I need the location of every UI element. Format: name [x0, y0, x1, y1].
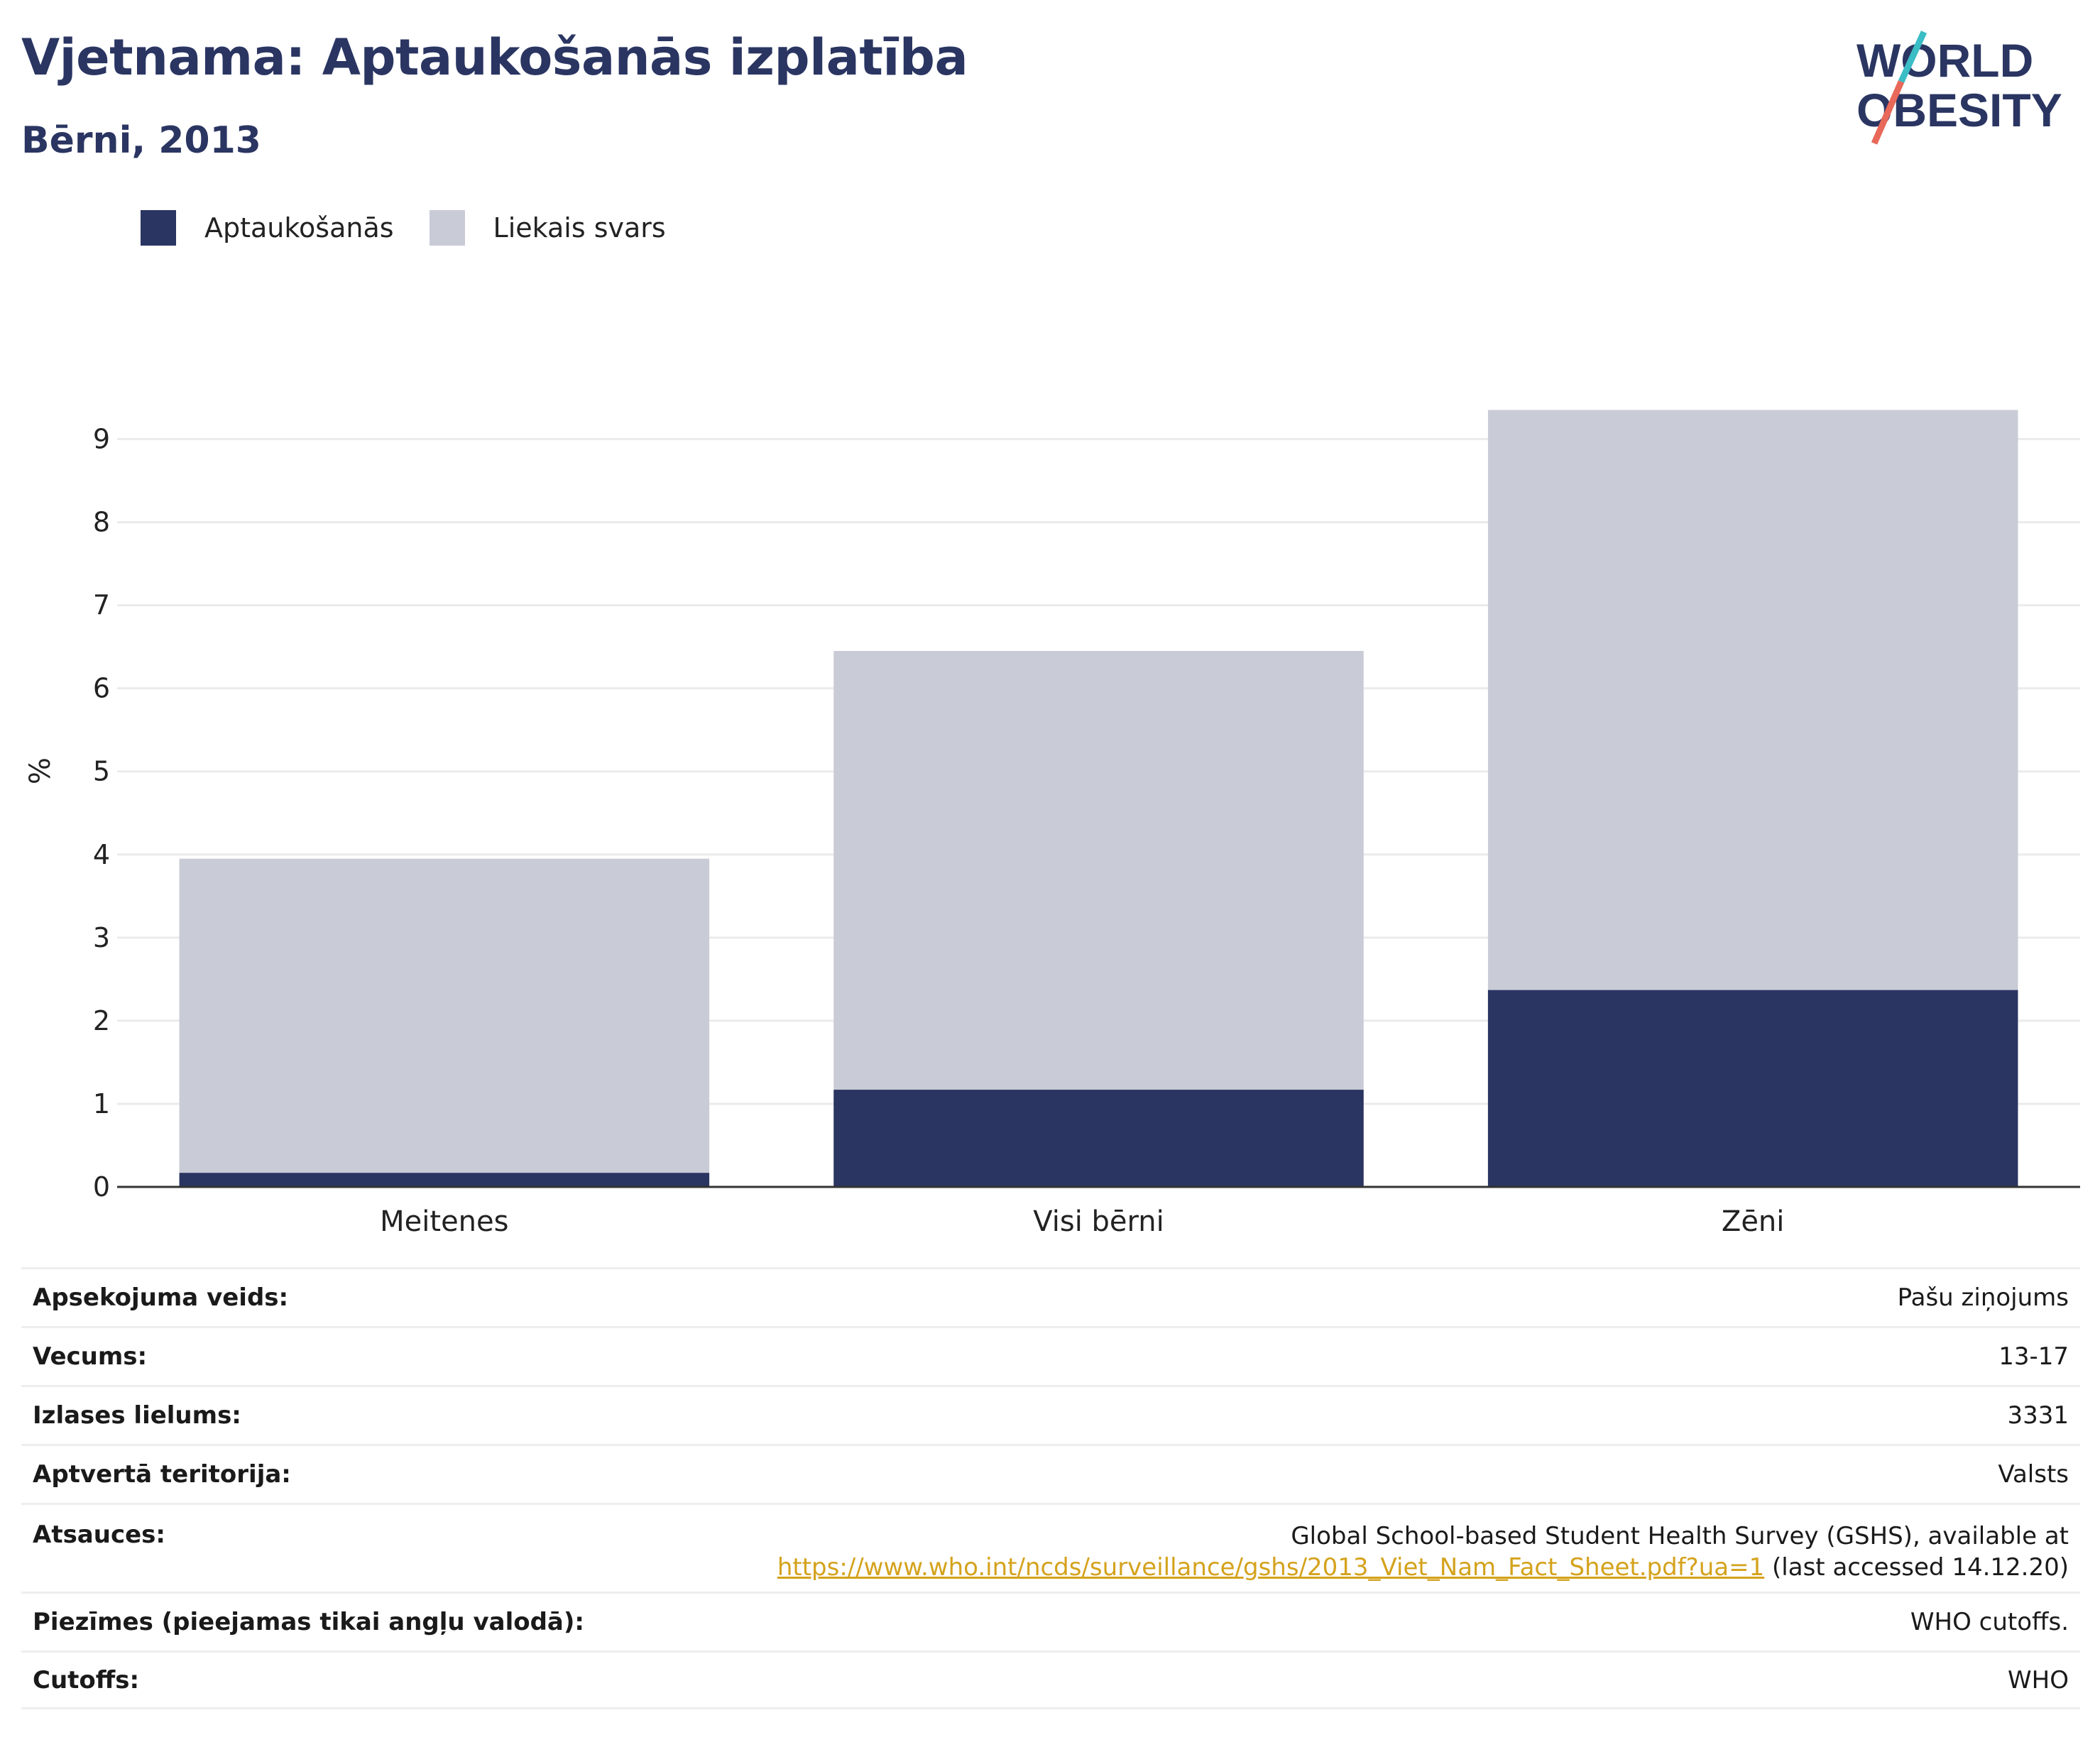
info-row-cutoffs: Cutoffs: WHO [21, 1650, 2080, 1709]
area-value: Valsts [1998, 1460, 2069, 1489]
bar-overweight [833, 651, 1364, 1090]
y-tick-label: 1 [93, 1088, 110, 1119]
y-tick-label: 7 [93, 590, 110, 621]
legend-label-obesity: Aptaukošanās [204, 212, 394, 243]
references-suffix: (last accessed 14.12.20) [1764, 1553, 2069, 1582]
age-value: 13-17 [1998, 1342, 2069, 1371]
y-tick-label: 9 [93, 424, 110, 455]
stacked-bar-chart: 0 1 2 3 4 5 6 7 8 9% Meitenes Visi bērni Zēni [24, 410, 2080, 1238]
references-text: Global School-based Student Health Surve… [1291, 1522, 2069, 1550]
survey-type-label: Apsekojuma veids: [33, 1283, 289, 1312]
chart-legend: Aptaukošanās Liekais svars [141, 210, 701, 246]
x-tick-label: Visi bērni [1033, 1205, 1164, 1238]
notes-label: Piezīmes (pieejamas tikai angļu valodā): [33, 1608, 585, 1636]
info-row-references: Atsauces: Global School-based Student He… [21, 1503, 2080, 1592]
y-tick-label: 2 [93, 1005, 110, 1036]
legend-swatch-obesity [141, 210, 176, 246]
cutoffs-value: WHO [2008, 1665, 2069, 1694]
y-tick-label: 8 [93, 507, 110, 538]
bar-overweight [179, 858, 710, 1173]
legend-item-overweight[interactable]: Liekais svars [429, 210, 666, 246]
info-row-sample-size: Izlases lielums: 3331 [21, 1385, 2080, 1444]
area-label: Aptvertā teritorija: [33, 1460, 291, 1489]
legend-swatch-overweight [429, 210, 465, 246]
x-tick-label: Zēni [1722, 1205, 1784, 1238]
info-table: Apsekojuma veids: Pašu ziņojums Vecums: … [21, 1267, 2080, 1709]
info-row-age: Vecums: 13-17 [21, 1326, 2080, 1385]
sample-size-label: Izlases lielums: [33, 1401, 241, 1430]
references-link[interactable]: https://www.who.int/ncds/surveillance/gs… [777, 1553, 1765, 1582]
chart-subtitle: Bērni, 2013 [21, 119, 261, 162]
bar-obesity [179, 1173, 710, 1187]
references-label: Atsauces: [33, 1521, 165, 1549]
chart-title: Vjetnama: Aptaukošanās izplatība [21, 28, 968, 87]
references-value: Global School-based Student Health Surve… [777, 1521, 2069, 1583]
legend-item-obesity[interactable]: Aptaukošanās [141, 210, 394, 246]
sample-size-value: 3331 [2007, 1401, 2069, 1430]
world-obesity-logo: WORLD OBESITY [1856, 31, 2062, 145]
info-row-area: Aptvertā teritorija: Valsts [21, 1444, 2080, 1503]
survey-type-value: Pašu ziņojums [1897, 1283, 2069, 1312]
info-row-notes: Piezīmes (pieejamas tikai angļu valodā):… [21, 1592, 2080, 1650]
age-label: Vecums: [33, 1342, 148, 1371]
bar-overweight [1487, 410, 2018, 990]
y-tick-label: 5 [93, 756, 110, 787]
legend-label-overweight: Liekais svars [493, 212, 666, 243]
x-tick-label: Meitenes [380, 1205, 508, 1238]
notes-value: WHO cutoffs. [1910, 1608, 2069, 1636]
y-tick-label: 6 [93, 673, 110, 704]
cutoffs-label: Cutoffs: [33, 1665, 140, 1694]
y-tick-label: 3 [93, 922, 110, 953]
y-tick-label: 4 [93, 839, 110, 870]
logo-line1: WORLD [1856, 34, 2033, 87]
info-row-survey-type: Apsekojuma veids: Pašu ziņojums [21, 1267, 2080, 1326]
bar-obesity [833, 1090, 1364, 1187]
y-axis-label: % [24, 757, 57, 784]
y-tick-label: 0 [93, 1171, 110, 1203]
bar-obesity [1487, 990, 2018, 1187]
